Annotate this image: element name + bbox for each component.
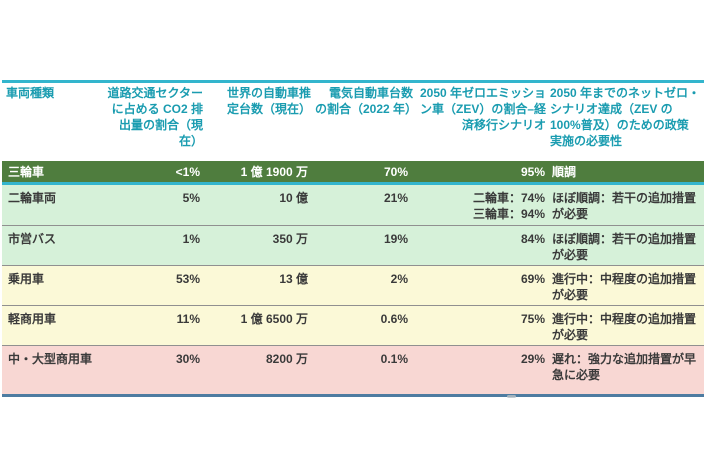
cell-zev-share-2050: 84% (520, 232, 545, 246)
cell-global-fleet: 10 億 (279, 191, 308, 205)
cell-zev-share-2050: 29% (520, 352, 545, 366)
table-row: 乗用車 53% 13 億 2% 69% 進行中：中程度の追加措置 が必要 (2, 265, 704, 305)
table-body: 三輪車 <1% 1 億 1900 万 70% 95% 順調 二輪車両 5% 10… (2, 161, 704, 394)
cell-vehicle-type: 乗用車 (8, 272, 45, 286)
cell-global-fleet: 8200 万 (265, 352, 308, 366)
cell-ev-share-2022: 0.1% (380, 352, 408, 366)
stray-mark (507, 395, 516, 398)
cell-global-fleet: 1 億 1900 万 (240, 165, 308, 179)
table-header-row: 車両種類 道路交通セクター に占める CO2 排 出量の割合（現 在） 世界の自… (2, 83, 704, 161)
cell-global-fleet: 350 万 (272, 232, 308, 246)
table-row: 二輪車両 5% 10 億 21% 二輪車：74% 三輪車：94% ほぼ順調：若干… (2, 185, 704, 225)
cell-zev-share-2050: 69% (520, 272, 545, 286)
cell-vehicle-type: 中・大型商用車 (8, 352, 93, 366)
header-ev-share-2022: 電気自動車台数 の割合（2022 年） (315, 86, 418, 116)
cell-co2-share: <1% (175, 165, 200, 179)
cell-ev-share-2022: 70% (383, 165, 408, 179)
header-global-fleet: 世界の自動車推 定台数（現在） (226, 86, 311, 116)
table-row: 市営バス 1% 350 万 19% 84% ほぼ順調：若干の追加措置 が必要 (2, 225, 704, 265)
cell-vehicle-type: 市営バス (8, 232, 57, 246)
cell-co2-share: 53% (175, 272, 200, 286)
header-policy-need: 2050 年までのネットゼロ・ シナリオ達成（ZEV の 100%普及）のための… (550, 86, 701, 148)
header-zev-share-2050: 2050 年ゼロエミッショ ン車（ZEV）の割合–経 済移行シナリオ (419, 86, 546, 132)
cell-vehicle-type: 二輪車両 (8, 191, 57, 205)
table-row: 中・大型商用車 30% 8200 万 0.1% 29% 遅れ：強力な追加措置が早… (2, 345, 704, 394)
cell-ev-share-2022: 0.6% (380, 312, 408, 326)
table-top-rule (2, 80, 704, 83)
cell-vehicle-type: 三輪車 (8, 165, 45, 179)
cell-ev-share-2022: 2% (390, 272, 408, 286)
header-vehicle-type: 車両種類 (6, 86, 55, 100)
cell-co2-share: 1% (182, 232, 200, 246)
cell-vehicle-type: 軽商用車 (8, 312, 57, 326)
cell-global-fleet: 1 億 6500 万 (240, 312, 308, 326)
table-row: 三輪車 <1% 1 億 1900 万 70% 95% 順調 (2, 161, 704, 185)
cell-co2-share: 5% (182, 191, 200, 205)
header-co2-share: 道路交通セクター に占める CO2 排 出量の割合（現 在） (107, 86, 203, 148)
cell-ev-share-2022: 21% (383, 191, 408, 205)
cell-policy-need: 進行中：中程度の追加措置 が必要 (552, 272, 697, 302)
cell-co2-share: 11% (176, 312, 200, 326)
cell-policy-need: ほぼ順調：若干の追加措置 が必要 (552, 191, 697, 221)
cell-policy-need: 順調 (552, 165, 577, 179)
cell-ev-share-2022: 19% (383, 232, 408, 246)
ev-outlook-table: 車両種類 道路交通セクター に占める CO2 排 出量の割合（現 在） 世界の自… (2, 83, 704, 397)
cell-policy-need: 遅れ：強力な追加措置が早 急に必要 (552, 352, 697, 382)
cell-zev-share-2050: 二輪車：74% 三輪車：94% (472, 191, 545, 221)
table-row: 軽商用車 11% 1 億 6500 万 0.6% 75% 進行中：中程度の追加措… (2, 305, 704, 345)
cell-zev-share-2050: 75% (520, 312, 545, 326)
table-bottom-rule (2, 394, 704, 397)
cell-global-fleet: 13 億 (279, 272, 308, 286)
cell-policy-need: 進行中：中程度の追加措置 が必要 (552, 312, 697, 342)
cell-co2-share: 30% (175, 352, 200, 366)
cell-policy-need: ほぼ順調：若干の追加措置 が必要 (552, 232, 697, 262)
cell-zev-share-2050: 95% (520, 165, 545, 179)
